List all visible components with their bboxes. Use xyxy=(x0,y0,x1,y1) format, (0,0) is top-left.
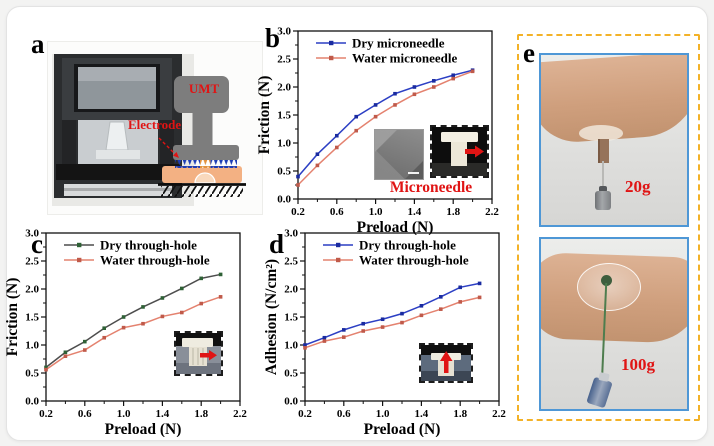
svg-text:0.2: 0.2 xyxy=(39,408,53,420)
patch-connector xyxy=(598,139,609,163)
svg-text:0.6: 0.6 xyxy=(78,408,92,420)
umt-probe-schematic xyxy=(158,76,246,197)
svg-text:2.2: 2.2 xyxy=(485,206,499,218)
svg-text:Preload (N): Preload (N) xyxy=(364,421,441,437)
arm-photo-20g: 20g xyxy=(539,53,689,227)
svg-text:0.5: 0.5 xyxy=(25,368,39,380)
svg-text:2.0: 2.0 xyxy=(277,82,291,94)
svg-text:0.0: 0.0 xyxy=(277,194,291,206)
svg-text:3.0: 3.0 xyxy=(284,228,298,240)
svg-text:1.4: 1.4 xyxy=(415,408,429,420)
up-arrow-icon xyxy=(440,351,453,373)
svg-text:0.6: 0.6 xyxy=(330,206,344,218)
weight-hook xyxy=(599,186,607,192)
svg-text:0.5: 0.5 xyxy=(284,368,298,380)
svg-text:Preload (N): Preload (N) xyxy=(357,219,434,235)
sem-scale-bar xyxy=(408,172,419,174)
svg-text:1.8: 1.8 xyxy=(194,408,208,420)
svg-text:0.2: 0.2 xyxy=(298,408,312,420)
umt-machine-photo xyxy=(52,54,194,206)
umt-label: UMT xyxy=(188,81,220,96)
chart-c-canvas: 0.2 0.6 1.0 1.4 1.8 2.2 0.0 0.5 1.0 1.5 2.0 2.5 3.0 P… xyxy=(4,228,247,439)
chart-b-canvas: 0.2 0.6 1.0 1.4 1.8 2.2 0.0 0.5 1.0 1.5 2.0 2.5 3.0 P… xyxy=(256,26,499,237)
adhesive-patch xyxy=(579,125,623,141)
svg-text:2.2: 2.2 xyxy=(233,408,247,420)
weight-20g-label: 20g xyxy=(625,177,651,196)
svg-text:0.5: 0.5 xyxy=(277,166,291,178)
panel-c-letter: c xyxy=(31,229,43,259)
svg-text:1.4: 1.4 xyxy=(408,206,422,218)
svg-text:Water through-hole: Water through-hole xyxy=(359,253,469,268)
chart-b: 0.2 0.6 1.0 1.4 1.8 2.2 0.0 0.5 1.0 1.5 2.0 2.5 3.0 P… xyxy=(256,17,508,237)
svg-text:Preload (N): Preload (N) xyxy=(105,421,182,437)
svg-text:0.0: 0.0 xyxy=(25,396,39,408)
string-knot xyxy=(601,275,612,286)
svg-text:2.0: 2.0 xyxy=(25,284,39,296)
svg-text:0.6: 0.6 xyxy=(337,408,351,420)
panel-e-letter: e xyxy=(523,38,535,68)
svg-text:Dry through-hole: Dry through-hole xyxy=(100,238,197,253)
svg-text:1.0: 1.0 xyxy=(25,340,39,352)
svg-text:2.5: 2.5 xyxy=(284,256,298,268)
microneedle-caption: Microneedle xyxy=(389,179,473,196)
svg-text:Dry through-hole: Dry through-hole xyxy=(359,238,456,253)
svg-text:1.8: 1.8 xyxy=(446,206,460,218)
weight-100g xyxy=(586,376,613,409)
svg-text:2.5: 2.5 xyxy=(277,54,291,66)
svg-text:3.0: 3.0 xyxy=(25,228,39,240)
electrode-label: Electrode xyxy=(128,117,182,132)
panel-b-letter: b xyxy=(265,23,281,53)
svg-text:1.0: 1.0 xyxy=(117,408,131,420)
svg-text:1.8: 1.8 xyxy=(453,408,467,420)
svg-text:1.0: 1.0 xyxy=(376,408,390,420)
svg-text:2.0: 2.0 xyxy=(284,284,298,296)
svg-text:3.0: 3.0 xyxy=(277,26,291,38)
microneedle-friction-inset xyxy=(430,125,489,178)
svg-text:1.5: 1.5 xyxy=(284,312,298,324)
through-hole-friction-inset xyxy=(174,331,223,376)
microneedle-sem-inset xyxy=(374,129,424,180)
through-hole-probe-photo xyxy=(176,333,221,374)
svg-text:Water through-hole: Water through-hole xyxy=(100,253,210,268)
chart-d-canvas: 0.2 0.6 1.0 1.4 1.8 2.2 0.0 0.5 1.0 1.5 2.0 2.5 3.0 P… xyxy=(263,228,506,439)
chart-c: 0.2 0.6 1.0 1.4 1.8 2.2 0.0 0.5 1.0 1.5 2.0 2.5 3.0 P… xyxy=(4,219,256,439)
svg-text:0.0: 0.0 xyxy=(284,396,298,408)
panel-a-setup-figure: UMT Electrode xyxy=(47,41,263,215)
svg-text:Friction (N): Friction (N) xyxy=(4,278,21,357)
figure-card: a xyxy=(4,6,708,441)
adhesive-patch xyxy=(577,263,641,311)
right-arrow-icon xyxy=(465,145,484,158)
weight-20g xyxy=(595,191,611,210)
arm-photo-100g: 100g xyxy=(539,237,689,411)
svg-text:Water microneedle: Water microneedle xyxy=(352,51,458,66)
electrode-pointer-arrow-icon xyxy=(158,137,179,158)
svg-text:0.2: 0.2 xyxy=(291,206,305,218)
svg-text:1.0: 1.0 xyxy=(284,340,298,352)
svg-text:1.4: 1.4 xyxy=(156,408,170,420)
svg-text:Adhesion (N/cm²): Adhesion (N/cm²) xyxy=(263,259,280,375)
svg-text:Friction (N): Friction (N) xyxy=(256,76,273,155)
svg-text:1.0: 1.0 xyxy=(369,206,383,218)
panel-a-letter: a xyxy=(31,29,45,59)
hanging-string xyxy=(602,161,604,191)
svg-text:1.5: 1.5 xyxy=(277,110,291,122)
svg-text:Dry microneedle: Dry microneedle xyxy=(352,36,445,51)
svg-text:2.2: 2.2 xyxy=(492,408,506,420)
weight-100g-label: 100g xyxy=(621,355,655,374)
panel-e-demo-group xyxy=(517,34,700,421)
panel-d-letter: d xyxy=(269,229,285,259)
microneedle-probe-photo xyxy=(432,127,487,176)
svg-text:2.5: 2.5 xyxy=(25,256,39,268)
through-hole-adhesion-photo xyxy=(421,345,471,381)
through-hole-adhesion-inset xyxy=(419,343,473,383)
svg-text:1.5: 1.5 xyxy=(25,312,39,324)
chart-d: 0.2 0.6 1.0 1.4 1.8 2.2 0.0 0.5 1.0 1.5 2.0 2.5 3.0 P… xyxy=(263,219,515,439)
right-arrow-icon xyxy=(200,350,217,361)
svg-text:1.0: 1.0 xyxy=(277,138,291,150)
